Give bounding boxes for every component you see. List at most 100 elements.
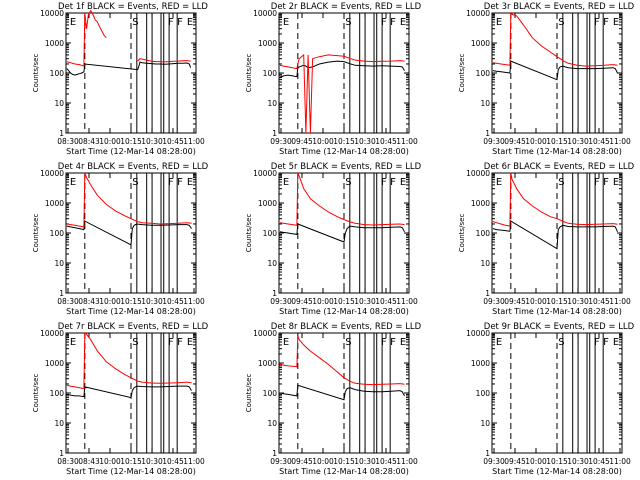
series-line-lld: [492, 172, 618, 227]
interval-marker: S: [132, 177, 138, 188]
interval-marker: S: [558, 337, 564, 348]
interval-marker: E: [496, 17, 502, 28]
interval-marker: E: [70, 337, 76, 348]
interval-marker: E: [496, 337, 502, 348]
y-axis-label: Counts/sec: [245, 54, 253, 93]
y-tick-label: 1: [485, 129, 490, 138]
interval-marker: F: [603, 337, 609, 348]
interval-marker: E: [283, 337, 289, 348]
interval-marker: F: [603, 177, 609, 188]
x-tick-label: 10:30: [567, 297, 589, 306]
y-tick-label: 1: [485, 289, 490, 298]
y-tick-label: 10: [480, 259, 490, 268]
x-axis-label: Start Time (12-Mar-14 08:28:00): [66, 307, 196, 316]
interval-marker: S: [558, 17, 564, 28]
y-tick-label: 1000: [471, 39, 490, 48]
interval-marker: E: [400, 17, 406, 28]
series-line-lld: [66, 9, 107, 67]
y-tick-label: 100: [476, 229, 491, 238]
x-tick-label: 10:30: [354, 137, 376, 146]
x-tick-label: 11:00: [183, 137, 205, 146]
panel-6: Det 6r BLACK = Events, RED = LLD 1 10 100 10…: [458, 162, 635, 316]
y-tick-label: 1: [59, 129, 64, 138]
x-tick-label: 10:00: [99, 297, 121, 306]
interval-marker: F: [168, 17, 174, 28]
x-tick-label: 10:15: [333, 297, 355, 306]
y-tick-label: 1000: [45, 39, 64, 48]
x-tick-label: 09:30: [270, 297, 292, 306]
y-tick-label: 10000: [40, 169, 64, 178]
series-line-lld: [492, 11, 618, 67]
interval-marker: E: [613, 177, 619, 188]
y-tick-label: 1: [272, 289, 277, 298]
x-tick-label: 10:00: [312, 457, 334, 466]
interval-marker: F: [594, 337, 600, 348]
x-tick-label: 09:30: [270, 457, 292, 466]
interval-marker: F: [390, 337, 396, 348]
series-line-events: [66, 61, 192, 76]
panel-title: Det 8r BLACK = Events, RED = LLD: [271, 322, 422, 332]
y-tick-label: 10: [54, 419, 64, 428]
y-axis-label: Counts/sec: [245, 374, 253, 413]
interval-marker: E: [400, 337, 406, 348]
y-tick-label: 1: [59, 449, 64, 458]
x-tick-label: 11:00: [609, 457, 631, 466]
y-tick-label: 10000: [253, 9, 277, 18]
panel-8: Det 8r BLACK = Events, RED = LLD 1 10 100 10…: [245, 322, 422, 476]
y-axis-label: Counts/sec: [32, 374, 40, 413]
x-tick-label: 09:30: [483, 137, 505, 146]
x-tick-label: 08:30: [57, 297, 79, 306]
interval-marker: S: [132, 337, 138, 348]
interval-marker: F: [168, 177, 174, 188]
x-tick-label: 10:00: [99, 137, 121, 146]
y-tick-label: 100: [50, 389, 65, 398]
panel-title: Det 9r BLACK = Events, RED = LLD: [484, 322, 635, 332]
x-tick-label: 09:30: [270, 137, 292, 146]
x-tick-label: 09:45: [291, 297, 313, 306]
interval-marker: F: [177, 17, 183, 28]
x-axis-label: Start Time (12-Mar-14 08:28:00): [66, 147, 196, 156]
series-line-lld: [137, 58, 191, 63]
x-tick-label: 10:45: [375, 457, 397, 466]
panel-title: Det 3r BLACK = Events, RED = LLD: [484, 2, 635, 12]
panel-7: Det 7r BLACK = Events, RED = LLD 1 10 100 10…: [32, 322, 209, 476]
interval-marker: F: [177, 337, 183, 348]
x-tick-label: 10:30: [567, 137, 589, 146]
x-tick-label: 10:45: [588, 137, 610, 146]
y-tick-label: 10: [480, 419, 490, 428]
y-tick-label: 1000: [45, 199, 64, 208]
x-tick-label: 11:00: [183, 457, 205, 466]
series-line-lld: [66, 331, 192, 390]
y-tick-label: 10: [267, 419, 277, 428]
interval-marker: S: [345, 17, 351, 28]
x-tick-label: 10:30: [354, 297, 376, 306]
x-tick-label: 08:30: [57, 137, 79, 146]
y-tick-label: 10000: [466, 329, 490, 338]
x-tick-label: 10:00: [525, 457, 547, 466]
x-tick-label: 09:45: [504, 457, 526, 466]
y-tick-label: 10000: [253, 329, 277, 338]
series-line-events: [492, 60, 618, 81]
x-tick-label: 11:00: [396, 137, 418, 146]
x-tick-label: 08:43: [78, 457, 100, 466]
panel-5: Det 5r BLACK = Events, RED = LLD 1 10 100 10…: [245, 162, 422, 316]
interval-marker: E: [187, 17, 193, 28]
y-tick-label: 10: [267, 99, 277, 108]
x-tick-label: 10:30: [567, 457, 589, 466]
interval-marker: S: [345, 337, 351, 348]
y-tick-label: 1000: [471, 359, 490, 368]
interval-marker: S: [132, 17, 138, 28]
interval-marker: E: [613, 17, 619, 28]
y-tick-label: 100: [263, 389, 278, 398]
y-tick-label: 100: [263, 69, 278, 78]
y-tick-label: 10000: [466, 169, 490, 178]
y-tick-label: 10000: [466, 9, 490, 18]
y-tick-label: 10: [54, 259, 64, 268]
interval-marker: S: [345, 177, 351, 188]
panel-title: Det 4r BLACK = Events, RED = LLD: [58, 162, 209, 172]
x-axis-label: Start Time (12-Mar-14 08:28:00): [66, 467, 196, 476]
interval-marker: E: [496, 177, 502, 188]
x-tick-label: 10:15: [546, 297, 568, 306]
interval-marker: F: [594, 17, 600, 28]
series-line-lld: [66, 172, 192, 228]
